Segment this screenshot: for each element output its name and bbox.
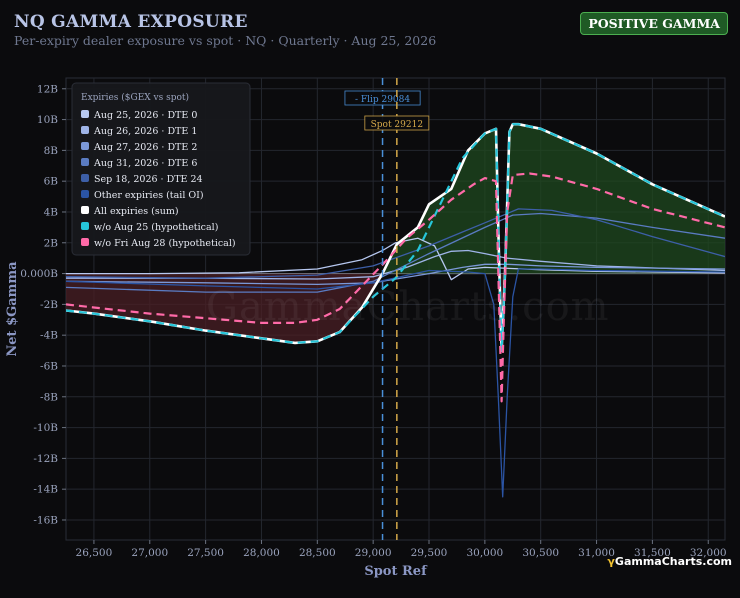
legend-swatch-7 <box>81 222 89 230</box>
annotation-label-0: - Flip 29084 <box>355 95 410 105</box>
annotation-box-1 <box>364 115 430 131</box>
y-tick-label: 2B <box>44 237 59 249</box>
x-tick-label: 29,500 <box>411 547 448 559</box>
series-line-1 <box>66 249 725 280</box>
positive-gamma-area <box>66 124 725 274</box>
x-tick-label: 31,000 <box>578 547 615 559</box>
gamma-regime-badge: POSITIVE GAMMA <box>580 12 728 35</box>
x-tick-label: 30,000 <box>466 547 503 559</box>
legend-entry-0: Aug 25, 2026 · DTE 0 <box>93 110 197 121</box>
x-tick-label: 29,000 <box>355 547 392 559</box>
x-tick-label: 28,500 <box>299 547 336 559</box>
y-tick-label: 4B <box>44 206 59 218</box>
legend-swatch-0 <box>81 110 89 118</box>
series-line-0 <box>66 237 725 281</box>
series-line-4 <box>66 208 725 279</box>
series-line-2 <box>66 263 725 286</box>
x-axis-label: Spot Ref <box>364 564 428 579</box>
chart-subtitle: Per-expiry dealer exposure vs spot · NQ … <box>14 33 437 48</box>
x-tick-label: 32,000 <box>690 547 727 559</box>
legend-swatch-3 <box>81 158 89 166</box>
legend-entry-3: Aug 31, 2026 · DTE 6 <box>93 158 197 169</box>
x-tick-label: 27,500 <box>187 547 224 559</box>
y-tick-label: -8B <box>40 391 58 403</box>
legend-swatch-1 <box>81 126 89 134</box>
brand-logo: γGammaCharts.com <box>607 555 732 568</box>
legend-entry-1: Aug 26, 2026 · DTE 1 <box>93 126 197 137</box>
brand-text: GammaCharts.com <box>614 555 732 568</box>
gamma-symbol-icon: γ <box>607 555 615 568</box>
annotation-box-0 <box>344 90 421 106</box>
y-tick-label: 8B <box>44 145 59 157</box>
legend-swatch-5 <box>81 190 89 198</box>
x-tick-label: 31,500 <box>634 547 671 559</box>
legend-box <box>71 82 251 256</box>
negative-gamma-area <box>66 273 725 351</box>
y-tick-label: 0.000B <box>20 268 58 280</box>
y-axis-label: Net $Gamma <box>5 261 20 357</box>
legend-entry-5: Other expiries (tail OI) <box>94 190 204 201</box>
legend-entry-2: Aug 27, 2026 · DTE 2 <box>93 142 197 153</box>
y-tick-label: -10B <box>33 422 58 434</box>
series-line-5 <box>66 268 725 498</box>
legend-entry-6: All expiries (sum) <box>93 206 179 217</box>
legend-entry-7: w/o Aug 25 (hypothetical) <box>94 222 218 233</box>
x-tick-label: 28,000 <box>243 547 280 559</box>
legend-swatch-4 <box>81 174 89 182</box>
y-tick-label: -12B <box>33 453 58 465</box>
legend-entry-4: Sep 18, 2026 · DTE 24 <box>94 174 203 185</box>
legend-swatch-6 <box>81 206 89 214</box>
y-tick-label: 6B <box>44 176 59 188</box>
x-tick-label: 30,500 <box>522 547 559 559</box>
annotation-label-1: Spot 29212 <box>371 120 423 130</box>
chart-title: NQ GAMMA EXPOSURE <box>14 12 248 32</box>
series-line-8 <box>66 172 725 403</box>
y-tick-label: -6B <box>40 360 58 372</box>
y-tick-label: -16B <box>33 514 58 526</box>
legend-entry-8: w/o Fri Aug 28 (hypothetical) <box>94 238 236 249</box>
plot-layer <box>66 122 725 498</box>
y-tick-label: -4B <box>40 330 58 342</box>
y-tick-label: 12B <box>37 83 58 95</box>
legend-swatch-2 <box>81 142 89 150</box>
series-line-7 <box>66 123 725 352</box>
y-tick-label: 10B <box>37 114 58 126</box>
y-tick-label: -14B <box>33 484 58 496</box>
series-line-3 <box>66 212 725 293</box>
x-tick-label: 26,500 <box>76 547 113 559</box>
y-tick-label: -2B <box>40 299 58 311</box>
x-tick-label: 27,000 <box>131 547 168 559</box>
legend-title: Expiries ($GEX vs spot) <box>81 92 189 103</box>
watermark: GammaCharts.com <box>206 284 610 330</box>
legend-swatch-8 <box>81 238 89 246</box>
